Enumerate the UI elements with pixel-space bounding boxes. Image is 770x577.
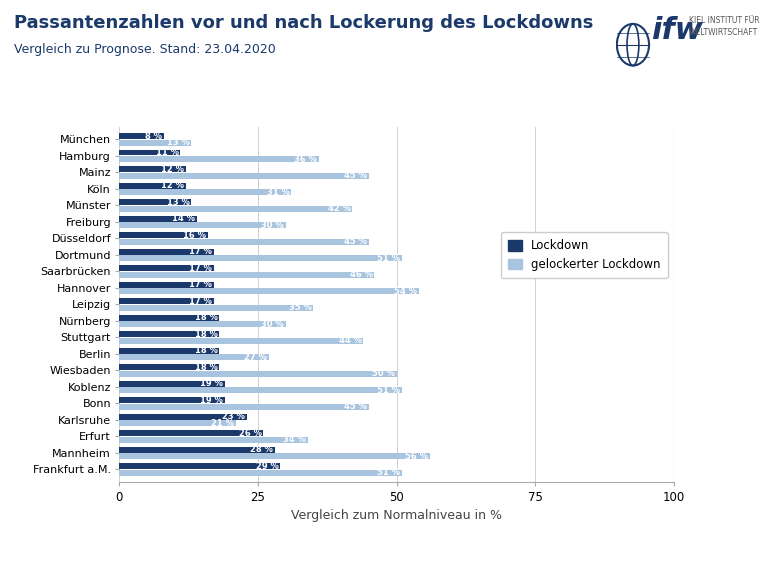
- Bar: [119, 255, 402, 261]
- Bar: [119, 189, 291, 195]
- Text: 17 %: 17 %: [189, 280, 212, 289]
- Text: ifw: ifw: [651, 16, 702, 45]
- Bar: [119, 470, 402, 475]
- Text: 35 %: 35 %: [289, 303, 312, 312]
- Bar: [119, 156, 319, 162]
- Bar: [119, 354, 269, 360]
- Text: 51 %: 51 %: [377, 254, 400, 263]
- Text: 12 %: 12 %: [161, 164, 184, 174]
- Text: 45 %: 45 %: [344, 402, 367, 411]
- Text: Vergleich zu Prognose. Stand: 23.04.2020: Vergleich zu Prognose. Stand: 23.04.2020: [14, 43, 276, 57]
- Bar: [119, 133, 164, 139]
- Text: Datenmonitor Corona-Krise: Datenmonitor Corona-Krise: [546, 548, 761, 563]
- Bar: [119, 347, 219, 354]
- X-axis label: Vergleich zum Normalniveau in %: Vergleich zum Normalniveau in %: [291, 509, 502, 522]
- Bar: [119, 265, 213, 271]
- Text: Passantenzahlen vor und nach Lockerung des Lockdowns: Passantenzahlen vor und nach Lockerung d…: [14, 14, 593, 32]
- Bar: [119, 437, 308, 443]
- Bar: [119, 331, 219, 337]
- Bar: [119, 463, 280, 469]
- Text: 19 %: 19 %: [200, 379, 223, 388]
- Text: 17 %: 17 %: [189, 297, 212, 306]
- Bar: [119, 232, 208, 238]
- Text: 54 %: 54 %: [394, 287, 417, 295]
- Bar: [119, 288, 419, 294]
- Text: KIEL INSTITUT FÜR
WELTWIRTSCHAFT: KIEL INSTITUT FÜR WELTWIRTSCHAFT: [689, 16, 760, 37]
- Bar: [119, 199, 192, 205]
- Text: 18 %: 18 %: [195, 329, 217, 339]
- Text: 31 %: 31 %: [266, 188, 290, 197]
- Text: 17 %: 17 %: [189, 264, 212, 272]
- Text: 18 %: 18 %: [195, 346, 217, 355]
- Text: 13 %: 13 %: [167, 197, 189, 207]
- Text: 13 %: 13 %: [167, 138, 189, 147]
- Bar: [119, 454, 430, 459]
- Text: 14 %: 14 %: [172, 214, 196, 223]
- Bar: [119, 282, 213, 287]
- Bar: [119, 149, 180, 155]
- Bar: [119, 298, 213, 304]
- Text: 45 %: 45 %: [344, 237, 367, 246]
- Text: 44 %: 44 %: [339, 336, 362, 345]
- Bar: [119, 182, 186, 189]
- Text: 28 %: 28 %: [250, 445, 273, 454]
- Text: 30 %: 30 %: [261, 220, 284, 230]
- Text: 46 %: 46 %: [350, 270, 373, 279]
- Text: 17 %: 17 %: [189, 247, 212, 256]
- Bar: [119, 272, 374, 278]
- Bar: [119, 387, 402, 393]
- Text: 12 %: 12 %: [161, 181, 184, 190]
- Text: 30 %: 30 %: [261, 320, 284, 329]
- Bar: [119, 364, 219, 370]
- Text: 42 %: 42 %: [327, 204, 350, 213]
- Text: 18 %: 18 %: [195, 313, 217, 322]
- Text: 36 %: 36 %: [294, 155, 317, 164]
- Bar: [119, 414, 247, 419]
- Text: Quelle: Hystreet, eigene Berechnungen.: Quelle: Hystreet, eigene Berechnungen.: [9, 550, 246, 560]
- Bar: [119, 239, 369, 245]
- Bar: [119, 222, 286, 228]
- Text: 34 %: 34 %: [283, 435, 306, 444]
- Text: 18 %: 18 %: [195, 362, 217, 372]
- Bar: [119, 420, 236, 426]
- Text: 56 %: 56 %: [405, 452, 428, 460]
- Bar: [119, 447, 275, 452]
- Bar: [119, 205, 352, 212]
- Text: 16 %: 16 %: [183, 231, 206, 239]
- Bar: [119, 216, 197, 222]
- Bar: [119, 173, 369, 179]
- Bar: [119, 305, 313, 310]
- Text: 19 %: 19 %: [200, 396, 223, 404]
- Text: 50 %: 50 %: [372, 369, 395, 378]
- Text: 23 %: 23 %: [223, 412, 245, 421]
- Text: 51 %: 51 %: [377, 385, 400, 395]
- Text: 29 %: 29 %: [256, 462, 279, 471]
- Text: 8 %: 8 %: [145, 132, 162, 141]
- Bar: [119, 370, 397, 377]
- Bar: [119, 397, 225, 403]
- Bar: [119, 338, 363, 344]
- Bar: [119, 249, 213, 254]
- Text: 21 %: 21 %: [211, 419, 234, 428]
- Text: 27 %: 27 %: [245, 353, 267, 362]
- Text: 26 %: 26 %: [239, 429, 262, 437]
- Legend: Lockdown, gelockerter Lockdown: Lockdown, gelockerter Lockdown: [500, 232, 668, 278]
- Text: 11 %: 11 %: [156, 148, 179, 157]
- Bar: [119, 430, 263, 436]
- Bar: [119, 166, 186, 172]
- Bar: [119, 404, 369, 410]
- Bar: [119, 314, 219, 321]
- Bar: [119, 140, 192, 145]
- Bar: [119, 321, 286, 327]
- Text: 45 %: 45 %: [344, 171, 367, 180]
- Text: 51 %: 51 %: [377, 468, 400, 477]
- Bar: [119, 381, 225, 387]
